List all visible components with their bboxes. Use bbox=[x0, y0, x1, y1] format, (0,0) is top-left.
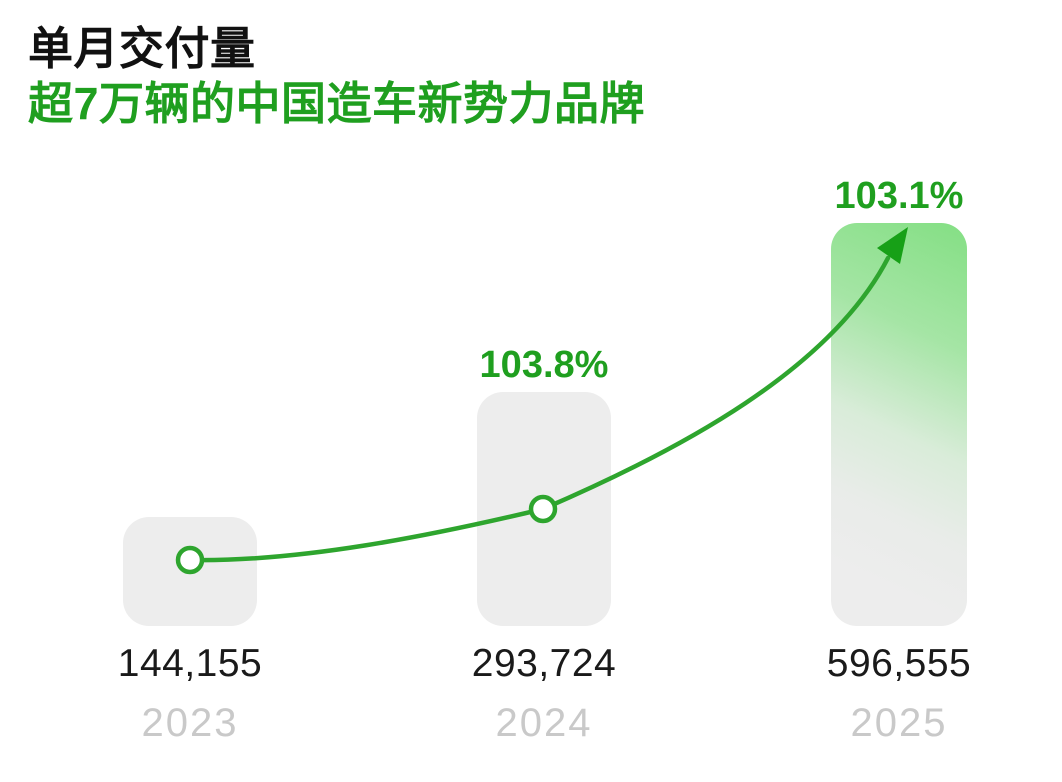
chart-title: 单月交付量 bbox=[28, 23, 256, 74]
year-label-2025: 2025 bbox=[850, 701, 948, 745]
year-label-2023: 2023 bbox=[141, 701, 239, 745]
value-label-2024: 293,724 bbox=[471, 642, 617, 685]
bar-2025 bbox=[831, 223, 967, 626]
value-label-2025: 596,555 bbox=[826, 642, 972, 685]
bar-2023 bbox=[123, 517, 257, 626]
value-label-2023: 144,155 bbox=[117, 642, 263, 685]
growth-label-2024: 103.8% bbox=[479, 344, 609, 386]
year-label-2024: 2024 bbox=[495, 701, 593, 745]
chart-subtitle: 超7万辆的中国造车新势力品牌 bbox=[28, 78, 646, 129]
growth-label-2025: 103.1% bbox=[834, 175, 964, 217]
bar-2024 bbox=[477, 392, 611, 626]
